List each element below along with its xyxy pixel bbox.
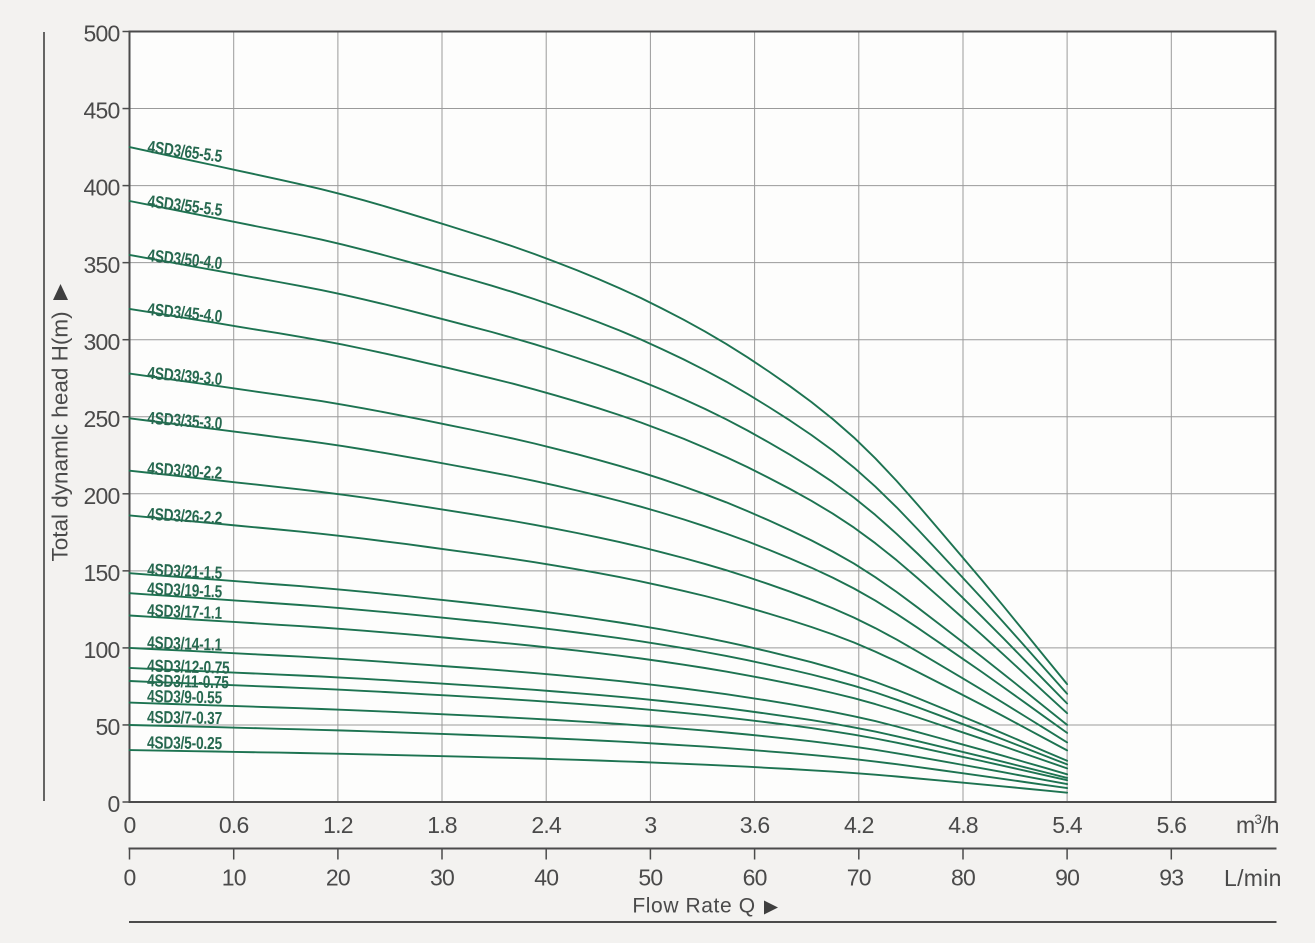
svg-text:0.6: 0.6 (219, 812, 249, 838)
svg-text:4SD3/11-0.75: 4SD3/11-0.75 (147, 672, 229, 693)
svg-text:4SD3/17-1.1: 4SD3/17-1.1 (147, 602, 223, 624)
svg-text:3.6: 3.6 (740, 812, 770, 838)
svg-text:4SD3/14-1.1: 4SD3/14-1.1 (147, 634, 223, 655)
svg-text:200: 200 (84, 483, 120, 509)
svg-text:500: 500 (84, 21, 120, 47)
svg-text:1.8: 1.8 (427, 812, 457, 838)
svg-text:40: 40 (534, 865, 558, 891)
svg-text:100: 100 (84, 637, 120, 663)
svg-text:150: 150 (84, 560, 120, 586)
svg-text:400: 400 (84, 175, 120, 201)
svg-text:60: 60 (743, 865, 767, 891)
svg-text:5.6: 5.6 (1157, 812, 1187, 838)
svg-text:4SD3/21-1.5: 4SD3/21-1.5 (147, 561, 223, 583)
svg-text:350: 350 (84, 252, 120, 278)
svg-text:90: 90 (1055, 865, 1079, 891)
svg-text:4SD3/7-0.37: 4SD3/7-0.37 (147, 708, 223, 728)
svg-text:Flow Rate Q: Flow Rate Q (632, 895, 755, 918)
svg-text:Total dynamlc head H(m): Total dynamlc head H(m) (48, 311, 73, 561)
svg-text:50: 50 (638, 865, 662, 891)
svg-text:4SD3/5-0.25: 4SD3/5-0.25 (147, 734, 222, 754)
svg-text:80: 80 (951, 865, 975, 891)
svg-text:300: 300 (84, 329, 120, 355)
svg-text:50: 50 (96, 714, 120, 740)
svg-text:4.8: 4.8 (948, 812, 978, 838)
svg-text:1.2: 1.2 (323, 812, 353, 838)
svg-text:30: 30 (430, 865, 454, 891)
svg-text:0: 0 (124, 812, 136, 838)
svg-text:5.4: 5.4 (1052, 812, 1083, 838)
svg-text:250: 250 (84, 406, 120, 432)
svg-text:20: 20 (326, 865, 350, 891)
svg-text:450: 450 (84, 98, 120, 124)
svg-text:4SD3/19-1.5: 4SD3/19-1.5 (147, 580, 223, 602)
svg-text:4SD3/12-0.75: 4SD3/12-0.75 (147, 657, 230, 678)
svg-text:4SD3/26-2.2: 4SD3/26-2.2 (147, 505, 223, 528)
svg-text:4SD3/9-0.55: 4SD3/9-0.55 (147, 688, 223, 708)
svg-text:93: 93 (1159, 865, 1183, 891)
svg-text:10: 10 (222, 865, 246, 891)
svg-text:0: 0 (108, 791, 120, 817)
svg-text:0: 0 (124, 865, 136, 891)
svg-text:L/min: L/min (1224, 865, 1282, 891)
svg-text:3: 3 (644, 812, 656, 838)
svg-text:4.2: 4.2 (844, 812, 874, 838)
svg-text:70: 70 (847, 865, 871, 891)
svg-text:2.4: 2.4 (531, 812, 562, 838)
svg-text:4SD3/30-2.2: 4SD3/30-2.2 (147, 460, 223, 484)
